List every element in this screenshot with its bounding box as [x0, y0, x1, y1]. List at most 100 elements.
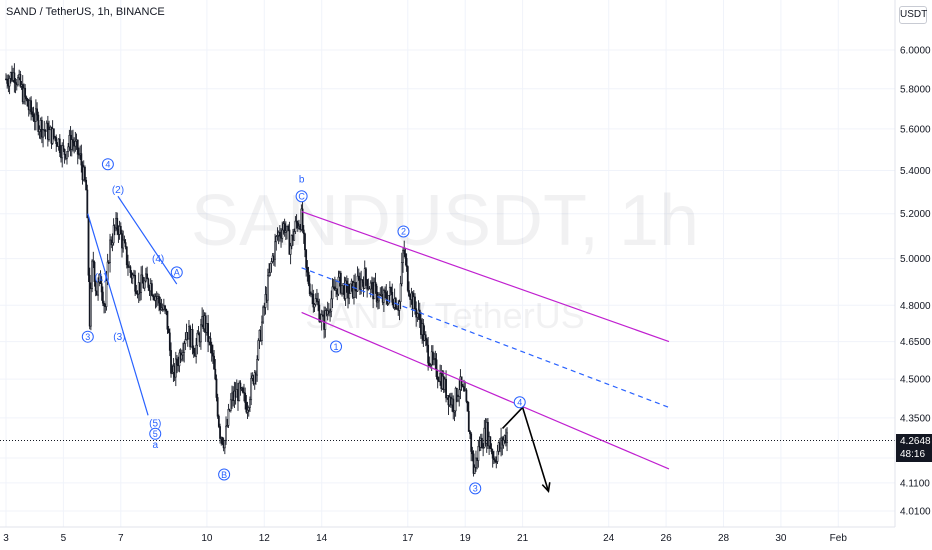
candle [61, 142, 64, 168]
candle [26, 98, 29, 107]
candles [5, 63, 508, 477]
channel-lower-line[interactable] [301, 311, 670, 470]
candle-body [428, 362, 431, 366]
candle-body [13, 72, 16, 83]
wave-label-1[interactable]: 4 [101, 158, 114, 171]
wave-label-text: B [221, 470, 227, 480]
candle [490, 443, 493, 455]
wave-label-2[interactable]: (2) [112, 185, 124, 196]
wave-label-circle [101, 158, 114, 171]
candle-body [296, 222, 299, 229]
candle [458, 380, 461, 407]
wave-label-13[interactable]: 1 [330, 340, 343, 353]
candle [366, 279, 369, 298]
channel-upper-line[interactable] [301, 210, 670, 343]
candle [506, 427, 508, 452]
grid [0, 0, 895, 527]
candle [219, 423, 221, 444]
wave-label-4[interactable]: A [170, 266, 183, 279]
candle [278, 225, 281, 242]
candle-body [432, 351, 434, 360]
candle [87, 215, 90, 283]
wave-label-7[interactable]: (5) [149, 418, 161, 429]
candle-body [306, 267, 309, 273]
candle [196, 330, 199, 355]
candle [131, 272, 134, 285]
candle-body [329, 310, 331, 314]
candle [6, 74, 9, 89]
channel-mid-line[interactable] [301, 267, 670, 408]
wave-label-0[interactable]: 3 [81, 330, 94, 343]
candle [305, 249, 308, 277]
projection-path[interactable] [501, 405, 550, 492]
candle-body [487, 422, 489, 447]
candle-body [90, 288, 92, 327]
candle-body [74, 141, 77, 147]
candle-body [197, 332, 200, 336]
candle-body [426, 339, 428, 346]
candle [67, 142, 70, 158]
candle-body [210, 344, 213, 354]
wave-label-6[interactable]: (3) [113, 332, 125, 343]
y-tick-label: 5.0000 [900, 254, 931, 265]
wave-label-text: (5) [149, 418, 161, 429]
candle [427, 336, 430, 371]
candle-body [52, 128, 55, 137]
price-channel[interactable] [301, 210, 670, 470]
wave-label-10[interactable]: B [218, 468, 231, 481]
wave-line-0[interactable] [117, 195, 178, 285]
candle [428, 356, 431, 367]
candle [327, 303, 330, 317]
candle-body [434, 358, 437, 361]
wave-label-15[interactable]: 4 [513, 396, 526, 409]
candle [432, 345, 434, 366]
candle-body [408, 290, 410, 297]
candle [72, 129, 74, 152]
wave-label-16[interactable]: 3 [469, 482, 482, 495]
candle-body [269, 263, 272, 273]
currency-button[interactable]: USDT [899, 6, 927, 24]
candle-body [289, 245, 292, 255]
candle-body [496, 450, 499, 462]
wave-label-3[interactable]: (4) [152, 254, 164, 265]
candle-body [55, 137, 58, 145]
candle-body [241, 387, 244, 393]
candle [256, 355, 259, 382]
time-axis[interactable]: 3 5 7 10 12 14 17 19 21 24 26 28 30 Feb [0, 526, 932, 550]
candle-body [225, 425, 227, 441]
candle [320, 309, 323, 331]
wave-label-14[interactable]: 2 [397, 225, 410, 238]
wave-line-1[interactable] [87, 213, 149, 416]
wave-label-9[interactable]: a [152, 440, 158, 451]
candle-body [229, 399, 232, 411]
candle [489, 436, 492, 450]
wave-label-12[interactable]: C [295, 190, 308, 203]
candle-body [97, 281, 99, 296]
candle [284, 221, 287, 241]
wave-label-8[interactable]: 5 [149, 427, 162, 440]
wave-label-text: (3) [113, 332, 125, 343]
candle [116, 212, 119, 236]
candle [25, 95, 28, 102]
candle [317, 292, 320, 312]
candle-body [158, 296, 160, 304]
wave-label-text: b [299, 174, 305, 185]
candle-body [215, 378, 218, 398]
candle-body [312, 293, 315, 308]
candle [197, 325, 200, 336]
candle-body [366, 279, 369, 290]
candle-body [385, 292, 388, 301]
candle-body [356, 275, 359, 292]
candle [313, 302, 316, 312]
candle-body [391, 291, 394, 303]
price-axis[interactable]: 6.0000 5.8000 5.6000 5.4000 5.2000 5.0000 4.80… [894, 0, 932, 550]
candle-body [105, 280, 108, 307]
candle [465, 388, 468, 404]
candle [253, 369, 256, 390]
wave-label-11[interactable]: b [299, 174, 305, 185]
wave-label-5[interactable]: (1) [95, 272, 107, 283]
x-tick-label: 19 [460, 533, 472, 544]
candle-body [207, 323, 209, 343]
candle [405, 253, 408, 272]
